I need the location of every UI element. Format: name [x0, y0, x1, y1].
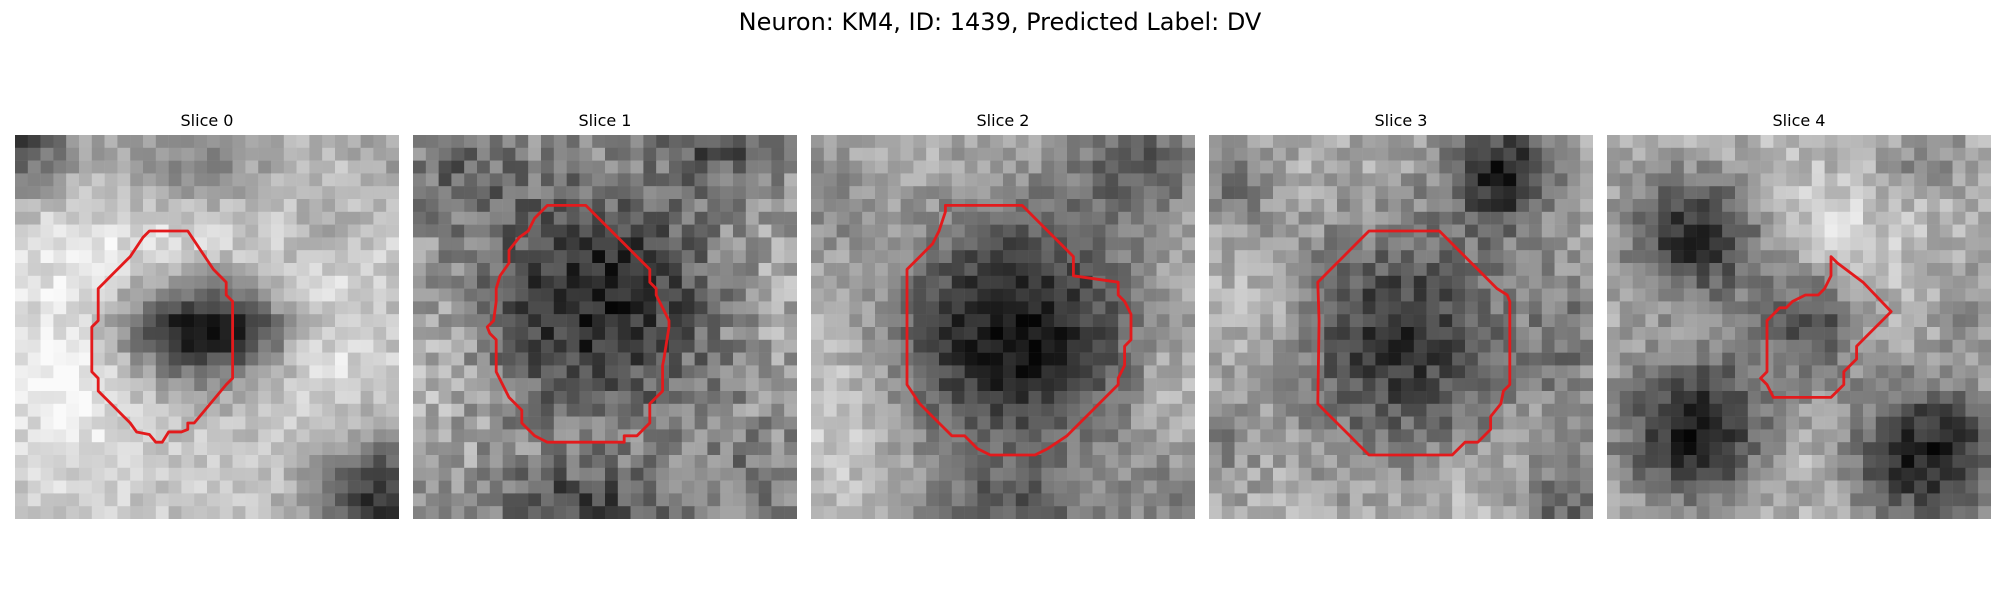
slice-panel-0: Slice 0: [15, 109, 399, 519]
slice-title: Slice 4: [1772, 111, 1826, 130]
figure-title: Neuron: KM4, ID: 1439, Predicted Label: …: [738, 8, 1262, 36]
microscopy-image: [413, 135, 797, 519]
slice-title: Slice 2: [976, 111, 1030, 130]
slice-panel-3: Slice 3: [1209, 109, 1593, 519]
slice-title: Slice 1: [578, 111, 632, 130]
slice-title: Slice 3: [1374, 111, 1428, 130]
roi-contour: [905, 203, 1133, 457]
microscopy-image: [811, 135, 1195, 519]
microscopy-image: [1607, 135, 1991, 519]
roi-contour: [485, 203, 671, 444]
roi-contour: [1316, 229, 1512, 457]
slice-title: Slice 0: [180, 111, 234, 130]
slice-panel-2: Slice 2: [811, 109, 1195, 519]
roi-contour: [90, 229, 235, 444]
roi-contour: [1759, 255, 1893, 399]
slice-panel-4: Slice 4: [1607, 109, 1991, 519]
microscopy-image: [1209, 135, 1593, 519]
slice-panel-1: Slice 1: [413, 109, 797, 519]
microscopy-image: [15, 135, 399, 519]
